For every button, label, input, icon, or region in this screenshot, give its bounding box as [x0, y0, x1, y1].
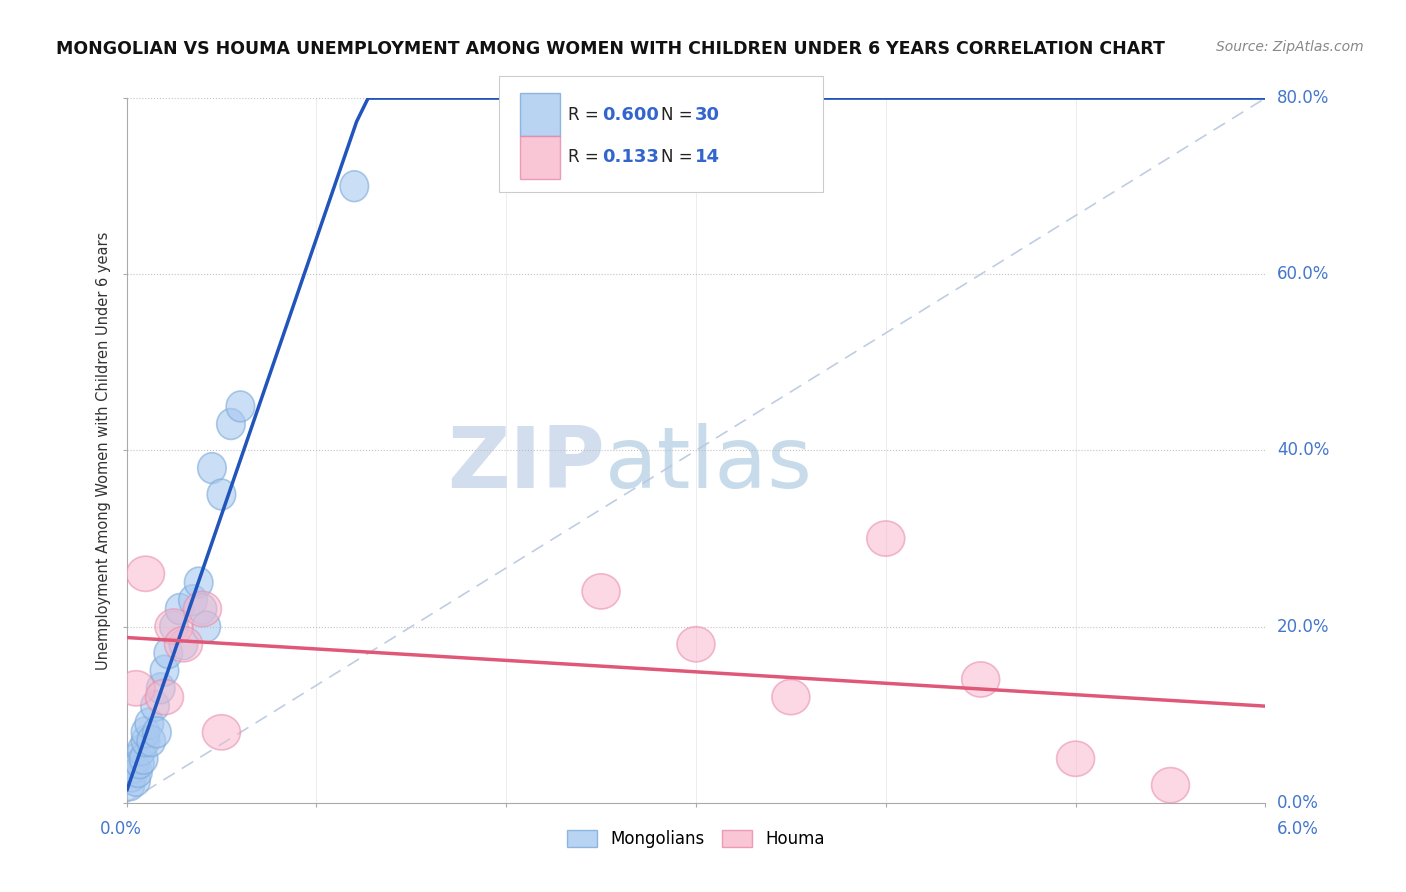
Text: 80.0%: 80.0% — [1277, 89, 1329, 107]
Ellipse shape — [184, 567, 212, 598]
Ellipse shape — [166, 593, 194, 624]
Ellipse shape — [131, 726, 160, 756]
Ellipse shape — [217, 409, 245, 440]
Ellipse shape — [146, 680, 183, 714]
Ellipse shape — [155, 638, 183, 668]
Ellipse shape — [226, 391, 254, 422]
Text: 0.0%: 0.0% — [100, 821, 142, 838]
Ellipse shape — [772, 680, 810, 714]
Ellipse shape — [188, 593, 217, 624]
Ellipse shape — [128, 734, 156, 765]
Ellipse shape — [142, 717, 172, 747]
Ellipse shape — [117, 770, 145, 801]
Text: 30: 30 — [695, 105, 720, 123]
Ellipse shape — [117, 671, 155, 706]
Ellipse shape — [198, 452, 226, 483]
Ellipse shape — [120, 752, 149, 783]
Ellipse shape — [1057, 741, 1094, 776]
Ellipse shape — [207, 479, 236, 510]
Ellipse shape — [129, 743, 157, 774]
Ellipse shape — [127, 557, 165, 591]
Ellipse shape — [135, 708, 163, 739]
Ellipse shape — [118, 761, 146, 792]
Y-axis label: Unemployment Among Women with Children Under 6 years: Unemployment Among Women with Children U… — [96, 231, 111, 670]
Text: R =: R = — [568, 105, 605, 123]
Text: N =: N = — [661, 105, 697, 123]
Ellipse shape — [165, 626, 202, 662]
Text: MONGOLIAN VS HOUMA UNEMPLOYMENT AMONG WOMEN WITH CHILDREN UNDER 6 YEARS CORRELAT: MONGOLIAN VS HOUMA UNEMPLOYMENT AMONG WO… — [56, 40, 1166, 58]
Ellipse shape — [124, 756, 152, 788]
Text: 0.0%: 0.0% — [1277, 794, 1319, 812]
Ellipse shape — [582, 574, 620, 609]
Ellipse shape — [150, 656, 179, 686]
Ellipse shape — [160, 611, 188, 642]
Ellipse shape — [125, 747, 155, 779]
Ellipse shape — [155, 609, 193, 644]
Ellipse shape — [131, 717, 160, 747]
Ellipse shape — [962, 662, 1000, 698]
Ellipse shape — [678, 626, 716, 662]
Text: R =: R = — [568, 148, 609, 166]
Ellipse shape — [169, 629, 198, 660]
Text: Source: ZipAtlas.com: Source: ZipAtlas.com — [1216, 40, 1364, 54]
Text: 20.0%: 20.0% — [1277, 617, 1329, 636]
Text: 0.600: 0.600 — [602, 105, 658, 123]
Ellipse shape — [340, 170, 368, 202]
Ellipse shape — [183, 591, 222, 627]
Ellipse shape — [146, 673, 174, 704]
Legend: Mongolians, Houma: Mongolians, Houma — [561, 822, 831, 855]
Ellipse shape — [179, 585, 207, 615]
Text: atlas: atlas — [605, 423, 813, 506]
Ellipse shape — [193, 611, 221, 642]
Text: N =: N = — [661, 148, 697, 166]
Ellipse shape — [141, 690, 169, 722]
Text: 60.0%: 60.0% — [1277, 265, 1329, 284]
Ellipse shape — [1152, 767, 1189, 803]
Text: 40.0%: 40.0% — [1277, 442, 1329, 459]
Text: 6.0%: 6.0% — [1277, 821, 1319, 838]
Text: 14: 14 — [695, 148, 720, 166]
Ellipse shape — [866, 521, 905, 557]
Ellipse shape — [122, 765, 150, 797]
Text: 0.133: 0.133 — [602, 148, 658, 166]
Ellipse shape — [136, 726, 166, 756]
Ellipse shape — [202, 714, 240, 750]
Ellipse shape — [122, 743, 150, 774]
Text: ZIP: ZIP — [447, 423, 605, 506]
